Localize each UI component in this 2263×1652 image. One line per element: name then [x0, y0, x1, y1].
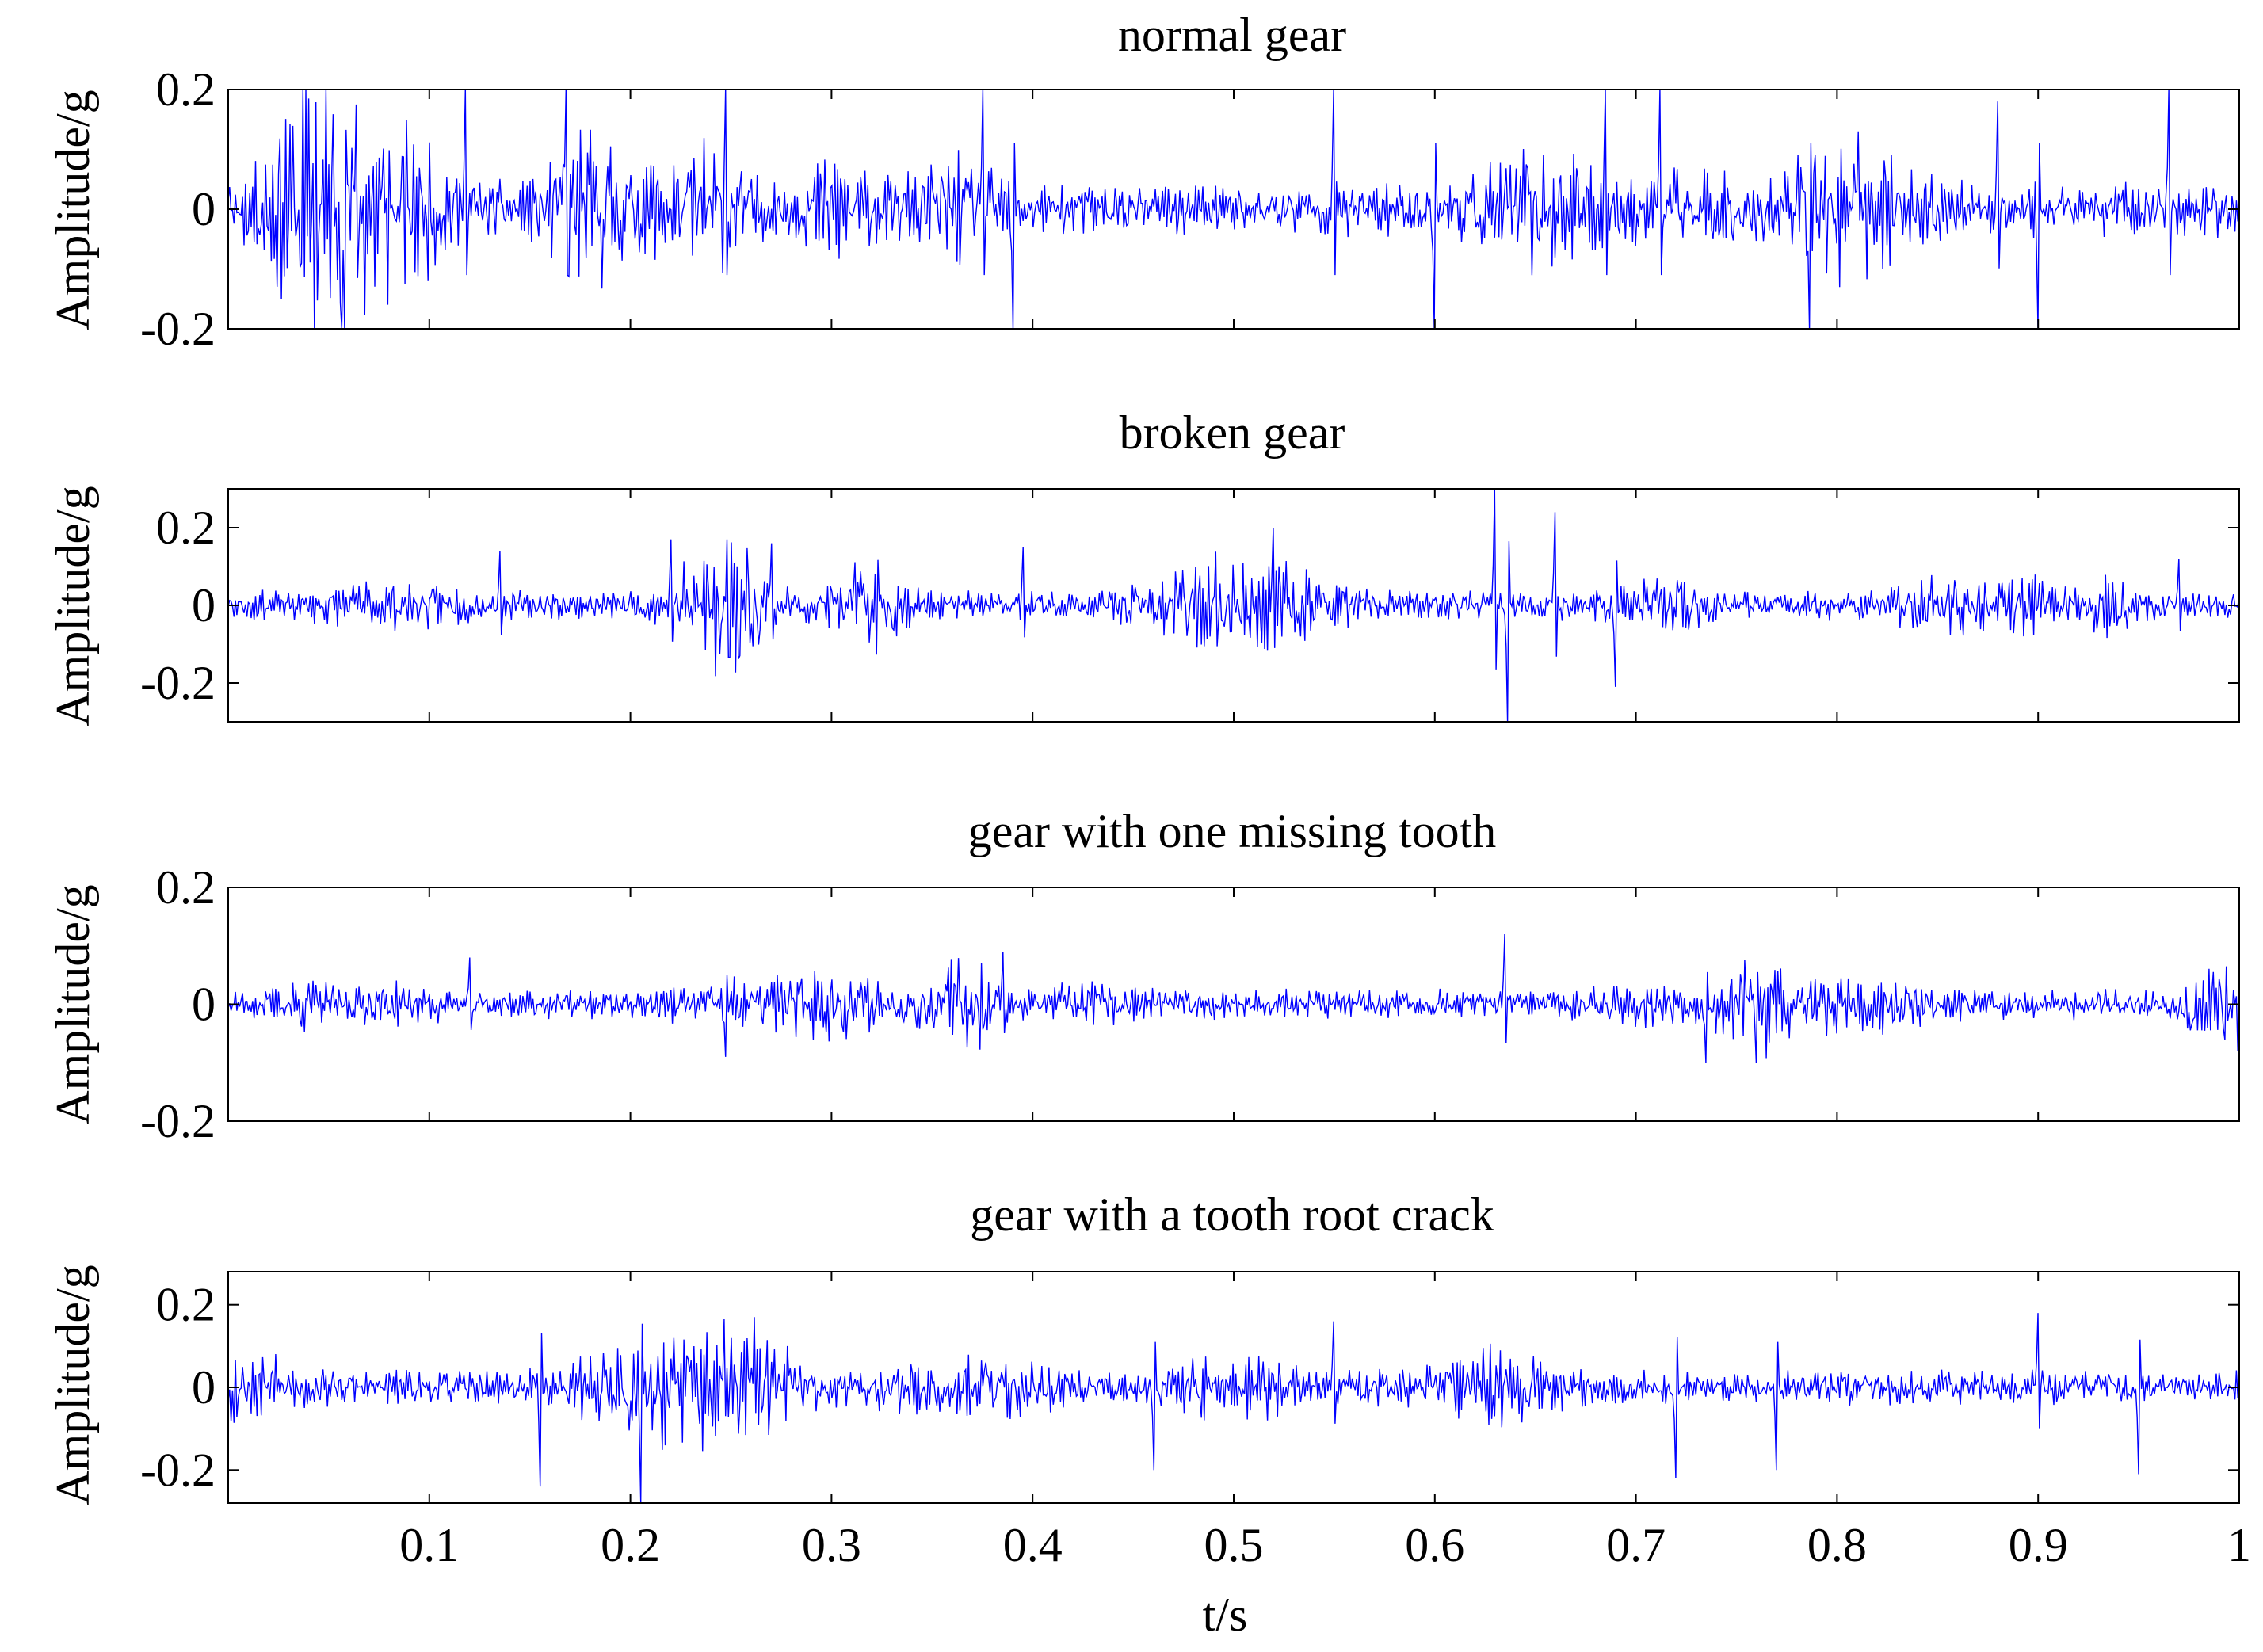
signal-line [228, 1313, 2239, 1503]
y-axis-label: Amplitude/g [47, 486, 99, 726]
x-tick-label: 0.2 [601, 1519, 660, 1571]
x-tick-label: 0.5 [1204, 1519, 1264, 1571]
signal-line [228, 90, 2239, 329]
axes-frame [227, 887, 2240, 1122]
subplot-title: broken gear [1120, 406, 1345, 459]
signal-line [228, 489, 2239, 722]
subplot-title: gear with one missing tooth [968, 805, 1497, 857]
x-tick-label: 1 [2227, 1519, 2251, 1571]
y-tick-label: 0.2 [156, 63, 216, 116]
y-tick-label: -0.2 [140, 657, 216, 709]
y-axis-label: Amplitude/g [47, 1265, 99, 1505]
x-tick-label: 0.1 [399, 1519, 459, 1571]
y-axis-label: Amplitude/g [47, 884, 99, 1124]
subplot-normal-gear: normal gear Amplitude/g 0.2 0 -0.2 [47, 9, 2240, 355]
x-tick-label: 0.6 [1405, 1519, 1464, 1571]
subplot-missing-tooth: gear with one missing tooth Amplitude/g … [47, 805, 2240, 1147]
y-tick-label: 0 [192, 579, 216, 631]
x-tick-label: 0.4 [1003, 1519, 1063, 1571]
x-tick-label: 0.7 [1606, 1519, 1666, 1571]
subplot-broken-gear: broken gear Amplitude/g 0.2 0 -0.2 [47, 406, 2240, 727]
y-axis-label: Amplitude/g [47, 90, 99, 330]
subplot-title: normal gear [1118, 9, 1346, 61]
y-tick-label: 0.2 [156, 1279, 216, 1331]
y-tick-label: 0 [192, 979, 216, 1031]
x-tick-label: 0.9 [2009, 1519, 2068, 1571]
x-tick-label: 0.3 [802, 1519, 861, 1571]
x-axis-label: t/s [1203, 1589, 1248, 1641]
subplot-title: gear with a tooth root crack [970, 1188, 1494, 1241]
y-tick-label: 0 [192, 183, 216, 235]
signal-line [228, 933, 2239, 1063]
x-tick-label: 0.8 [1807, 1519, 1867, 1571]
y-tick-label: 0 [192, 1361, 216, 1414]
y-tick-label: -0.2 [140, 1095, 216, 1147]
y-tick-label: -0.2 [140, 1444, 216, 1496]
subplot-root-crack: gear with a tooth root crack Amplitude/g… [47, 1188, 2251, 1571]
y-tick-label: 0.2 [156, 502, 216, 554]
y-tick-label: -0.2 [140, 303, 216, 355]
y-tick-label: 0.2 [156, 861, 216, 914]
